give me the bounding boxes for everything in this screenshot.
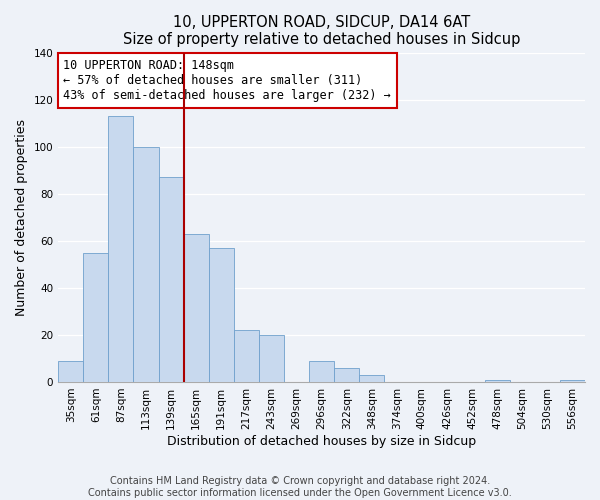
Bar [184,234,209,382]
Bar [359,375,385,382]
Bar [109,116,133,382]
Bar [58,361,83,382]
Text: 10 UPPERTON ROAD: 148sqm
← 57% of detached houses are smaller (311)
43% of semi-: 10 UPPERTON ROAD: 148sqm ← 57% of detach… [64,60,391,102]
Bar [334,368,359,382]
Bar [83,252,109,382]
Bar [234,330,259,382]
Bar [485,380,510,382]
Bar [133,147,158,382]
Text: Contains HM Land Registry data © Crown copyright and database right 2024.
Contai: Contains HM Land Registry data © Crown c… [88,476,512,498]
Bar [560,380,585,382]
Bar [259,335,284,382]
Title: 10, UPPERTON ROAD, SIDCUP, DA14 6AT
Size of property relative to detached houses: 10, UPPERTON ROAD, SIDCUP, DA14 6AT Size… [123,15,520,48]
Bar [309,361,334,382]
Y-axis label: Number of detached properties: Number of detached properties [15,119,28,316]
Bar [209,248,234,382]
Bar [158,178,184,382]
X-axis label: Distribution of detached houses by size in Sidcup: Distribution of detached houses by size … [167,434,476,448]
